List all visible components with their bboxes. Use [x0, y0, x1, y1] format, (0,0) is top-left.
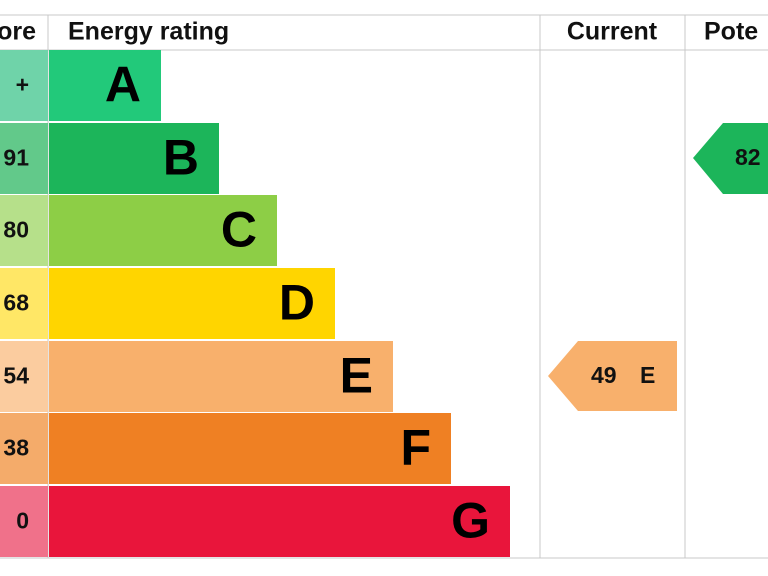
rating-letter: B: [163, 130, 199, 186]
rating-letter: D: [279, 275, 315, 331]
potential-score: 82: [735, 144, 761, 170]
current-arrow: [548, 341, 677, 411]
score-label: 38: [3, 435, 29, 461]
score-cell: [0, 413, 48, 484]
rating-letter: F: [400, 420, 431, 476]
score-label: +: [16, 72, 29, 98]
rating-bar: [49, 195, 277, 266]
current-score: 49: [591, 362, 617, 388]
score-label: 91: [3, 145, 29, 171]
rating-bar: [49, 50, 161, 121]
score-cell: [0, 123, 48, 194]
rows: + A 91 B 80 C 68 D 54 E 38 F 0 G: [0, 50, 510, 557]
header-potential: Pote: [704, 18, 758, 46]
score-cell: [0, 486, 48, 557]
rating-letter: C: [221, 202, 257, 258]
rating-bar: [49, 123, 219, 194]
rating-bar: [49, 268, 335, 339]
score-cell: [0, 195, 48, 266]
potential-arrow: [693, 123, 768, 194]
rating-letter: G: [451, 493, 490, 549]
score-label: 54: [3, 363, 29, 389]
rating-bar: [49, 413, 451, 484]
rating-letter: A: [105, 57, 141, 113]
score-label: 68: [3, 290, 29, 316]
header-score: ore: [0, 18, 36, 46]
score-label: 80: [3, 217, 29, 243]
header-current: Current: [567, 18, 658, 46]
current-letter: E: [640, 362, 655, 388]
score-cell: [0, 50, 48, 121]
score-label: 0: [16, 508, 29, 534]
rating-bar: [49, 341, 393, 412]
score-cell: [0, 341, 48, 412]
rating-bar: [49, 486, 510, 557]
rating-letter: E: [340, 348, 373, 404]
score-cell: [0, 268, 48, 339]
header-rating: Energy rating: [68, 18, 229, 46]
